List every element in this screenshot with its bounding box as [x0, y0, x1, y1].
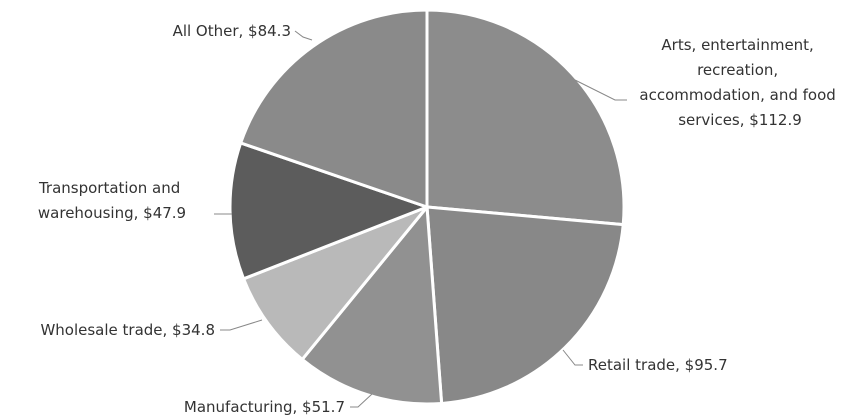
data-label-line: services, $112.9 — [678, 111, 802, 129]
pie-slice — [242, 205, 429, 361]
leader-line — [562, 349, 583, 366]
leader-line — [350, 393, 373, 408]
data-label-line: accommodation, and food — [639, 86, 840, 104]
data-label-line: Retail trade, $95.7 — [588, 356, 728, 374]
data-label: Arts, entertainment, recreation, accommo… — [639, 36, 840, 129]
pie-slice — [228, 141, 429, 281]
data-label: Wholesale trade, $34.8 — [40, 321, 215, 339]
data-label: All Other, $84.3 — [173, 22, 291, 40]
pie-slice — [425, 8, 626, 227]
data-label: Retail trade, $95.7 — [588, 356, 728, 374]
pie-slice — [239, 8, 429, 209]
leader-line — [220, 319, 263, 331]
data-label: Transportation and warehousing, $47.9 — [38, 179, 186, 222]
data-label-line: warehousing, $47.9 — [38, 204, 186, 222]
leader-line — [574, 79, 627, 101]
data-label-line: Transportation and — [38, 179, 185, 197]
data-label-line: recreation, — [697, 61, 783, 79]
data-label-line: Manufacturing, $51.7 — [184, 398, 345, 416]
pie-slice — [425, 205, 625, 405]
pie-slice — [300, 205, 444, 406]
data-label: Manufacturing, $51.7 — [184, 398, 345, 416]
data-label-line: All Other, $84.3 — [173, 22, 291, 40]
data-label-line: Arts, entertainment, — [661, 36, 818, 54]
leader-line — [294, 30, 313, 41]
data-label-line: Wholesale trade, $34.8 — [40, 321, 215, 339]
